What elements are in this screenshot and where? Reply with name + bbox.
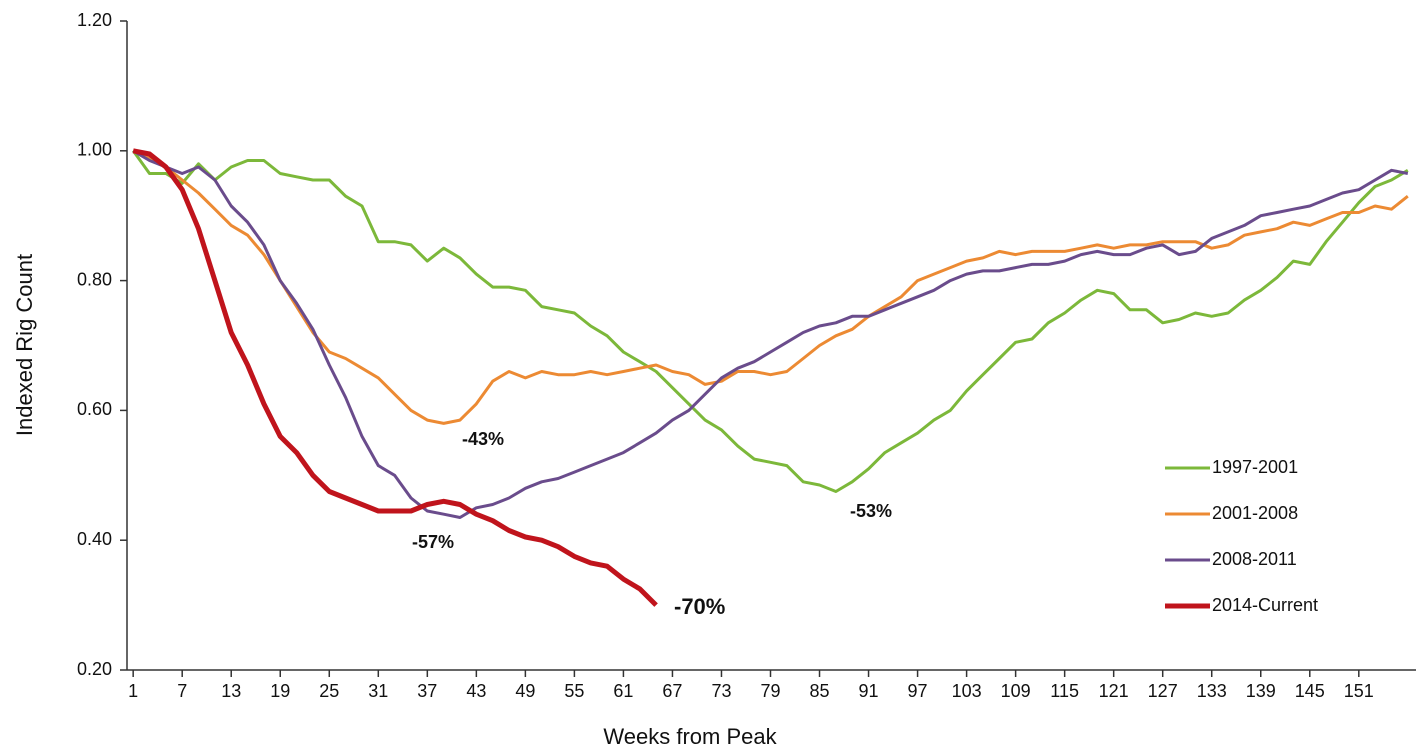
y-axis-label: Indexed Rig Count [12,254,37,436]
x-tick-label: 7 [177,681,187,701]
x-tick-label: 73 [711,681,731,701]
x-tick-label: 97 [908,681,928,701]
x-tick-label: 37 [417,681,437,701]
x-tick-label: 103 [952,681,982,701]
y-tick-label: 0.60 [77,399,112,419]
x-tick-label: 67 [662,681,682,701]
x-tick-label: 109 [1001,681,1031,701]
x-tick-label: 25 [319,681,339,701]
y-tick-label: 0.40 [77,529,112,549]
annotation: -53% [850,501,892,521]
x-tick-label: 127 [1148,681,1178,701]
x-tick-label: 19 [270,681,290,701]
x-tick-label: 43 [466,681,486,701]
x-tick-label: 133 [1197,681,1227,701]
y-tick-label: 1.00 [77,140,112,160]
x-tick-label: 55 [564,681,584,701]
x-tick-label: 121 [1099,681,1129,701]
x-tick-label: 79 [760,681,780,701]
x-tick-label: 91 [859,681,879,701]
x-tick-label: 1 [128,681,138,701]
legend-label: 1997-2001 [1212,457,1298,477]
legend-label: 2001-2008 [1212,503,1298,523]
x-tick-label: 151 [1344,681,1374,701]
x-tick-label: 85 [810,681,830,701]
legend-label: 2014-Current [1212,595,1318,615]
x-tick-label: 115 [1050,681,1079,701]
x-tick-label: 49 [515,681,535,701]
x-tick-label: 139 [1246,681,1276,701]
x-tick-label: 31 [368,681,388,701]
x-tick-label: 61 [613,681,633,701]
annotation: -57% [412,532,454,552]
x-tick-label: 145 [1295,681,1325,701]
series-line [132,149,1409,425]
annotation: -43% [462,429,504,449]
y-tick-label: 1.20 [77,10,112,30]
legend-label: 2008-2011 [1212,549,1297,569]
x-axis-label: Weeks from Peak [603,724,777,749]
y-tick-label: 0.80 [77,269,112,289]
series-line [132,149,1409,519]
series-line [131,149,1409,493]
x-tick-label: 13 [221,681,241,701]
y-tick-label: 0.20 [77,659,112,679]
series-line [132,148,658,607]
annotation: -70% [674,594,725,619]
